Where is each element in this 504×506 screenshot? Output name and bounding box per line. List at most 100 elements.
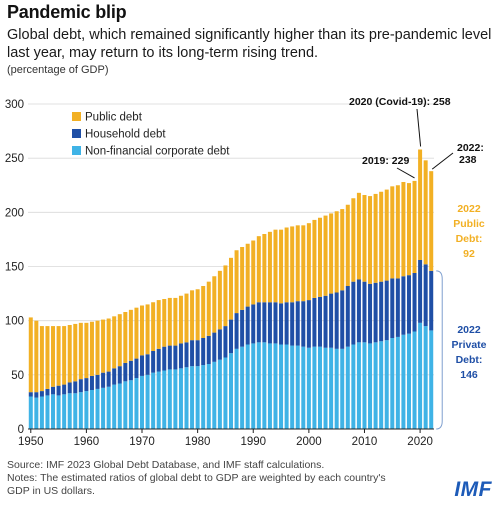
bar-corporate-1975: [167, 369, 172, 429]
bar-corporate-1986: [228, 353, 234, 429]
bar-corporate-2012: [373, 342, 378, 429]
legend-swatch-corporate: [72, 146, 81, 155]
bar-household-1961: [89, 375, 94, 390]
bar-corporate-2019: [412, 331, 417, 429]
bar-household-1997: [290, 302, 295, 346]
bar-corporate-1972: [151, 372, 156, 429]
bar-corporate-1980: [195, 366, 200, 429]
bar-corporate-1982: [206, 364, 211, 429]
bar-public-1975: [167, 297, 172, 346]
annotations: 2020 (Covid-19): 258 2019: 229 2022:238 202…: [349, 96, 487, 430]
bar-public-2007: [345, 204, 350, 286]
bar-household-1995: [279, 303, 284, 345]
bar-corporate-1998: [295, 345, 300, 429]
bar-household-1973: [156, 348, 161, 372]
bar-public-1998: [295, 225, 300, 302]
bar-public-2012: [373, 193, 378, 283]
bar-public-1965: [112, 316, 117, 369]
bar-corporate-2000: [306, 347, 311, 429]
bar-public-1992: [262, 234, 267, 303]
bar-public-1954: [51, 326, 56, 387]
bar-household-1976: [173, 345, 178, 370]
bar-corporate-1956: [62, 394, 67, 429]
bar-corporate-2006: [340, 348, 345, 429]
annotation-2019-leader: [396, 167, 415, 179]
bar-public-2006: [340, 209, 345, 291]
bar-public-1971: [145, 304, 150, 355]
bar-corporate-2011: [368, 343, 373, 429]
bar-corporate-1965: [112, 384, 117, 429]
bar-public-1997: [290, 226, 295, 303]
bar-household-2002: [317, 296, 322, 347]
bar-public-1963: [101, 319, 106, 373]
bar-public-2004: [329, 213, 334, 294]
private-debt-bracket: [436, 270, 443, 430]
legend-swatch-public: [72, 112, 81, 121]
private-debt-label: Debt:: [456, 354, 483, 366]
bar-household-1964: [106, 371, 111, 387]
bar-household-2003: [323, 295, 328, 348]
y-tick-label: 150: [5, 262, 24, 274]
bar-corporate-1991: [256, 342, 261, 429]
bar-corporate-1984: [217, 359, 222, 429]
bar-public-1981: [201, 286, 206, 338]
bar-corporate-2003: [323, 347, 328, 429]
bar-household-1969: [134, 358, 139, 379]
bar-public-1967: [123, 312, 128, 363]
bar-household-1980: [195, 340, 200, 367]
imf-logo: IMF: [454, 478, 492, 501]
bar-corporate-2018: [406, 333, 411, 429]
bar-household-2016: [395, 278, 400, 337]
private-debt-label: 2022: [457, 324, 481, 336]
bar-public-1980: [195, 289, 200, 341]
bar-household-2012: [373, 282, 378, 343]
bar-corporate-2014: [384, 340, 389, 429]
bar-public-1970: [140, 305, 145, 356]
bar-public-2017: [401, 182, 406, 277]
bar-household-2017: [401, 276, 406, 335]
bar-public-1962: [95, 320, 100, 375]
bar-public-2010: [362, 195, 367, 282]
bar-corporate-1968: [128, 380, 133, 429]
bar-public-2016: [395, 185, 400, 279]
bar-corporate-2008: [351, 344, 356, 429]
bar-household-1950: [28, 392, 33, 397]
bar-corporate-2004: [329, 347, 334, 429]
bar-corporate-1959: [78, 392, 83, 429]
bar-household-1988: [240, 309, 245, 347]
bar-corporate-2007: [345, 346, 350, 429]
public-debt-label: 2022: [457, 203, 481, 215]
bar-household-1955: [56, 385, 61, 396]
bar-public-1986: [228, 257, 234, 320]
bar-corporate-1952: [39, 396, 44, 429]
bar-household-1989: [245, 306, 250, 345]
bar-corporate-1960: [84, 391, 89, 429]
bar-stacks: [28, 149, 434, 429]
bar-corporate-1969: [134, 378, 139, 429]
legend-label-corporate: Non-financial corporate debt: [85, 146, 230, 158]
bar-public-1966: [117, 314, 122, 367]
bar-household-1956: [62, 384, 67, 395]
bar-household-1994: [273, 302, 278, 344]
bar-household-2008: [351, 281, 356, 345]
bar-corporate-1979: [190, 366, 195, 429]
x-tick-label: 1980: [185, 436, 211, 448]
bar-corporate-1987: [234, 348, 239, 429]
annotation-2022-line2: 238: [459, 154, 477, 166]
bar-public-1991: [256, 236, 261, 303]
bar-household-1954: [51, 386, 56, 395]
bar-household-1981: [201, 338, 206, 366]
bar-public-1957: [67, 325, 72, 383]
bar-corporate-1970: [140, 375, 145, 429]
bar-public-1993: [267, 231, 272, 303]
bar-corporate-1950: [28, 396, 33, 429]
y-tick-label: 50: [11, 370, 24, 382]
y-tick-label: 100: [5, 316, 24, 328]
bar-public-1977: [178, 295, 183, 344]
x-tick-label: 2020: [407, 436, 433, 448]
bar-household-1999: [301, 301, 306, 347]
bar-household-1977: [178, 343, 183, 369]
bar-household-1984: [217, 329, 222, 360]
bar-household-2021: [423, 264, 428, 327]
bar-corporate-1963: [101, 387, 106, 429]
